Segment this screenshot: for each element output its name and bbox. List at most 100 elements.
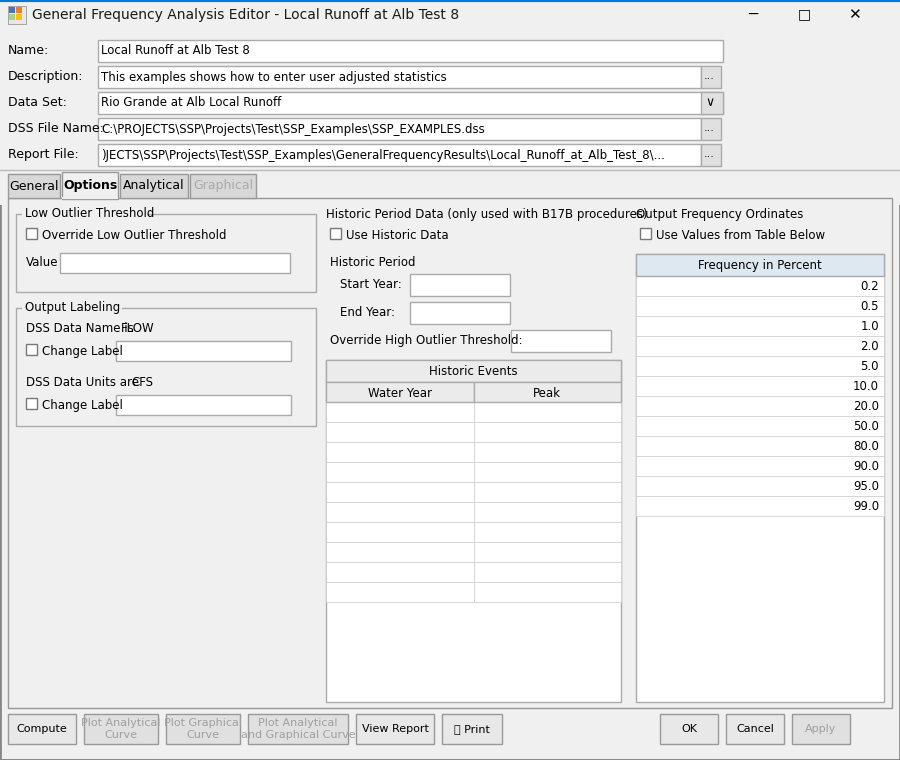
Text: Frequency in Percent: Frequency in Percent xyxy=(698,259,822,272)
Bar xyxy=(701,92,723,114)
Text: ...: ... xyxy=(704,149,715,159)
Bar xyxy=(16,7,22,13)
Bar xyxy=(120,174,188,198)
Text: DSS Data Name is: DSS Data Name is xyxy=(26,322,134,335)
Bar xyxy=(636,316,884,336)
Bar xyxy=(660,714,718,744)
Bar xyxy=(248,714,348,744)
Bar xyxy=(16,214,316,292)
Bar xyxy=(473,422,621,442)
Text: Data Set:: Data Set: xyxy=(8,96,67,109)
Text: Override Low Outlier Threshold: Override Low Outlier Threshold xyxy=(42,229,227,242)
Bar xyxy=(9,7,15,13)
Text: Report File:: Report File: xyxy=(8,148,79,161)
Text: 0.5: 0.5 xyxy=(860,300,879,313)
Bar xyxy=(98,40,723,62)
Text: 1.0: 1.0 xyxy=(860,320,879,333)
Bar xyxy=(726,714,784,744)
Text: Compute: Compute xyxy=(16,724,68,734)
Bar xyxy=(701,118,721,140)
Text: Plot Graphical
Curve: Plot Graphical Curve xyxy=(164,718,242,739)
Bar xyxy=(326,522,473,542)
Text: 10.0: 10.0 xyxy=(853,380,879,393)
Bar xyxy=(640,228,651,239)
Bar xyxy=(636,296,884,316)
Bar xyxy=(9,14,15,20)
Bar xyxy=(62,172,118,199)
Bar xyxy=(330,228,341,239)
Text: 20.0: 20.0 xyxy=(853,400,879,413)
Text: OK: OK xyxy=(681,724,697,734)
Bar xyxy=(410,302,510,324)
Text: This examples shows how to enter user adjusted statistics: This examples shows how to enter user ad… xyxy=(101,71,446,84)
Bar xyxy=(326,482,473,502)
Text: Low Outlier Threshold: Low Outlier Threshold xyxy=(25,207,155,220)
Text: 50.0: 50.0 xyxy=(853,420,879,433)
Bar xyxy=(8,6,26,24)
Bar xyxy=(473,482,621,502)
Bar xyxy=(473,502,621,522)
Bar xyxy=(166,714,240,744)
Bar xyxy=(8,174,60,198)
Bar xyxy=(473,542,621,562)
Text: 90.0: 90.0 xyxy=(853,460,879,473)
Bar xyxy=(326,402,473,422)
Bar xyxy=(356,714,434,744)
Bar xyxy=(326,422,473,442)
Bar xyxy=(442,714,502,744)
Bar xyxy=(16,308,316,426)
Bar xyxy=(636,276,884,296)
Text: Name:: Name: xyxy=(8,44,50,57)
Bar xyxy=(636,396,884,416)
Bar xyxy=(0,0,900,30)
Text: DSS File Name:: DSS File Name: xyxy=(8,122,104,135)
Bar xyxy=(326,502,473,522)
Bar xyxy=(473,522,621,542)
Bar xyxy=(98,66,701,88)
Bar xyxy=(26,344,37,355)
Bar xyxy=(636,456,884,476)
Bar xyxy=(116,395,291,415)
Text: Local Runoff at Alb Test 8: Local Runoff at Alb Test 8 xyxy=(101,45,250,58)
Text: 80.0: 80.0 xyxy=(853,440,879,453)
Bar xyxy=(326,442,473,462)
Bar xyxy=(636,336,884,356)
Text: Historic Period Data (only used with B17B procedures): Historic Period Data (only used with B17… xyxy=(326,208,648,221)
Bar xyxy=(22,206,147,220)
Text: Use Values from Table Below: Use Values from Table Below xyxy=(656,229,825,242)
Text: DSS Data Units are: DSS Data Units are xyxy=(26,376,139,389)
Text: Description:: Description: xyxy=(8,70,84,83)
Bar xyxy=(26,398,37,409)
Text: CFS: CFS xyxy=(131,376,153,389)
Text: Cancel: Cancel xyxy=(736,724,774,734)
Bar xyxy=(636,476,884,496)
Bar xyxy=(326,562,473,582)
Text: Historic Events: Historic Events xyxy=(429,365,517,378)
Bar xyxy=(326,542,473,562)
Bar xyxy=(8,198,892,708)
Text: Graphical: Graphical xyxy=(193,179,253,192)
Bar xyxy=(473,582,621,602)
Bar xyxy=(636,496,884,516)
Bar xyxy=(326,462,473,482)
Bar xyxy=(473,462,621,482)
Text: ✕: ✕ xyxy=(848,7,860,22)
Bar xyxy=(26,228,37,239)
Bar xyxy=(792,714,850,744)
Bar xyxy=(636,376,884,396)
Text: Analytical: Analytical xyxy=(123,179,184,192)
Text: ...: ... xyxy=(704,71,715,81)
Bar xyxy=(473,402,621,422)
Text: ─: ─ xyxy=(748,7,757,22)
Text: End Year:: End Year: xyxy=(340,306,395,319)
Bar xyxy=(473,382,621,402)
Bar xyxy=(84,714,158,744)
Bar xyxy=(636,436,884,456)
Text: General Frequency Analysis Editor - Local Runoff at Alb Test 8: General Frequency Analysis Editor - Loca… xyxy=(32,8,459,22)
Text: Options: Options xyxy=(63,179,117,192)
Text: 95.0: 95.0 xyxy=(853,480,879,493)
Bar xyxy=(98,144,701,166)
Bar xyxy=(190,174,256,198)
Text: □: □ xyxy=(798,7,811,21)
Text: 0.2: 0.2 xyxy=(860,280,879,293)
